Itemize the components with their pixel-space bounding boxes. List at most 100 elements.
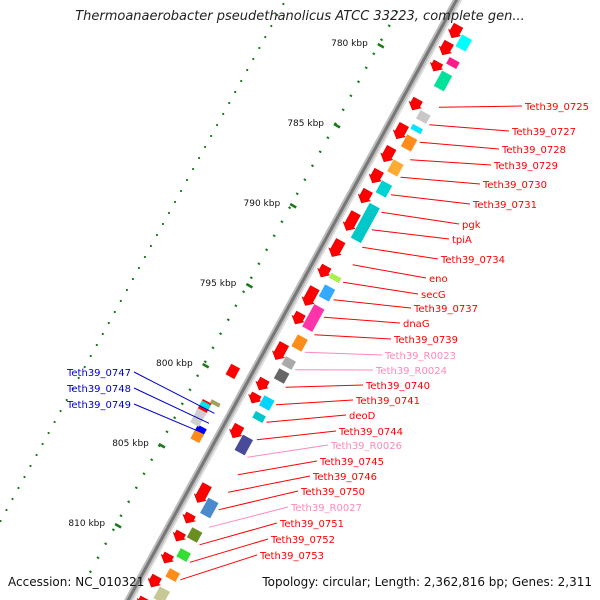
- major-tick: [114, 522, 122, 529]
- gene-label-teth39_0739: Teth39_0739: [393, 335, 458, 346]
- label-connector: [314, 334, 392, 340]
- scale-dot: [143, 255, 146, 259]
- scale-dot: [167, 211, 171, 215]
- scale-label: 785 kbp: [287, 119, 324, 129]
- scale-dot: [89, 354, 92, 358]
- gene-label-teth39_0737: Teth39_0737: [413, 304, 478, 315]
- gene-label-teth39_0740: Teth39_0740: [365, 381, 430, 392]
- cds-arrow: [429, 59, 444, 72]
- gene-label-pgk: pgk: [462, 220, 481, 231]
- scale-dot: [192, 167, 195, 171]
- minor-tick: [356, 80, 361, 84]
- scale-dot: [240, 79, 243, 83]
- minor-tick: [142, 472, 146, 476]
- feature-block: [258, 394, 276, 412]
- scale-dot: [11, 497, 14, 501]
- cds-arrow: [248, 391, 262, 404]
- feature-block: [186, 526, 204, 544]
- minor-tick: [104, 542, 108, 546]
- cds-arrow: [438, 39, 454, 56]
- scale-ticks: 780 kbp 785 kbp 790 kbp 795 kbp 800 kbp 805 k…: [0, 2, 399, 574]
- label-connector: [189, 538, 269, 563]
- feature-block: [164, 567, 181, 583]
- scale-dot: [198, 156, 201, 160]
- gene-label-teth39_0753: Teth39_0753: [259, 551, 324, 562]
- feature-block: [152, 585, 171, 600]
- minor-tick: [303, 178, 307, 182]
- scale-dot: [270, 24, 273, 28]
- reverse-feature: [190, 408, 207, 427]
- minor-tick: [119, 514, 123, 518]
- label-connector: [381, 211, 460, 225]
- gene-label-teth39_0747: Teth39_0747: [66, 368, 131, 379]
- scale-label: 805 kbp: [112, 439, 149, 449]
- feature-block: [415, 109, 432, 125]
- gene-label-deod: deoD: [349, 411, 376, 422]
- feature-block: [318, 283, 336, 303]
- scale-dot: [258, 46, 261, 50]
- feature-block: [454, 33, 473, 53]
- minor-tick: [226, 318, 230, 322]
- feature-block: [374, 179, 393, 199]
- gene-label-teth39_0751: Teth39_0751: [279, 519, 344, 530]
- cds-arrow: [342, 210, 361, 231]
- feature-block: [175, 547, 192, 563]
- minor-tick: [96, 556, 100, 560]
- gene-label-teth39_0731: Teth39_0731: [472, 200, 537, 211]
- gene-label-teth39_0727: Teth39_0727: [511, 127, 576, 138]
- cds-arrow: [301, 285, 320, 306]
- map-title: Thermoanaerobacter pseudethanolicus ATCC…: [75, 9, 525, 24]
- feature-block: [386, 158, 405, 178]
- scale-dot: [107, 321, 110, 325]
- reverse-feature: [209, 399, 221, 408]
- scale-label: 780 kbp: [331, 39, 368, 49]
- scale-dot: [71, 387, 74, 391]
- feature-block: [400, 133, 419, 153]
- scale-dot: [0, 519, 2, 523]
- label-connector: [199, 522, 278, 546]
- label-connector: [352, 264, 427, 279]
- minor-tick: [265, 248, 269, 252]
- gene-label-teth39_0725: Teth39_0725: [524, 102, 589, 113]
- minor-tick: [249, 276, 253, 280]
- minor-tick: [234, 304, 238, 308]
- minor-tick: [196, 374, 200, 378]
- minor-tick: [188, 388, 192, 392]
- gene-label-teth39_0741: Teth39_0741: [355, 396, 420, 407]
- gene-labels: Teth39_0725 Teth39_0727 Teth39_0728 Teth39_…: [66, 102, 589, 562]
- scale-dot: [222, 112, 225, 116]
- cds-arrow: [147, 573, 162, 588]
- minor-tick: [242, 290, 246, 294]
- minor-tick: [165, 430, 169, 434]
- scale-dot: [23, 475, 26, 479]
- scale-dot: [5, 508, 8, 512]
- scale-label: 795 kbp: [200, 279, 237, 289]
- minor-tick: [203, 360, 207, 364]
- label-connector: [133, 371, 215, 414]
- gene-label-teth39_0744: Teth39_0744: [338, 427, 403, 438]
- cds-arrow: [357, 187, 373, 204]
- label-connector: [419, 141, 500, 150]
- minor-tick: [111, 528, 116, 532]
- label-connector: [429, 124, 510, 132]
- minor-tick: [395, 10, 399, 14]
- major-tick: [158, 442, 166, 449]
- cds-arrow: [448, 22, 464, 39]
- feature-block: [328, 272, 343, 284]
- feature-block: [433, 69, 453, 93]
- cds-arrow: [392, 121, 409, 140]
- label-connector: [218, 490, 299, 511]
- backbone-edge: [132, 0, 463, 600]
- cds-arrow: [172, 529, 187, 542]
- major-tick: [333, 122, 341, 129]
- label-connector: [133, 403, 204, 434]
- scale-dot: [53, 420, 56, 424]
- gene-label-teth39_0728: Teth39_0728: [501, 145, 566, 156]
- cds-arrow: [368, 167, 384, 184]
- scale-dot: [113, 310, 116, 314]
- minor-tick: [257, 262, 261, 266]
- label-connector: [323, 316, 401, 324]
- scale-dot: [234, 90, 237, 94]
- label-connector: [133, 387, 210, 424]
